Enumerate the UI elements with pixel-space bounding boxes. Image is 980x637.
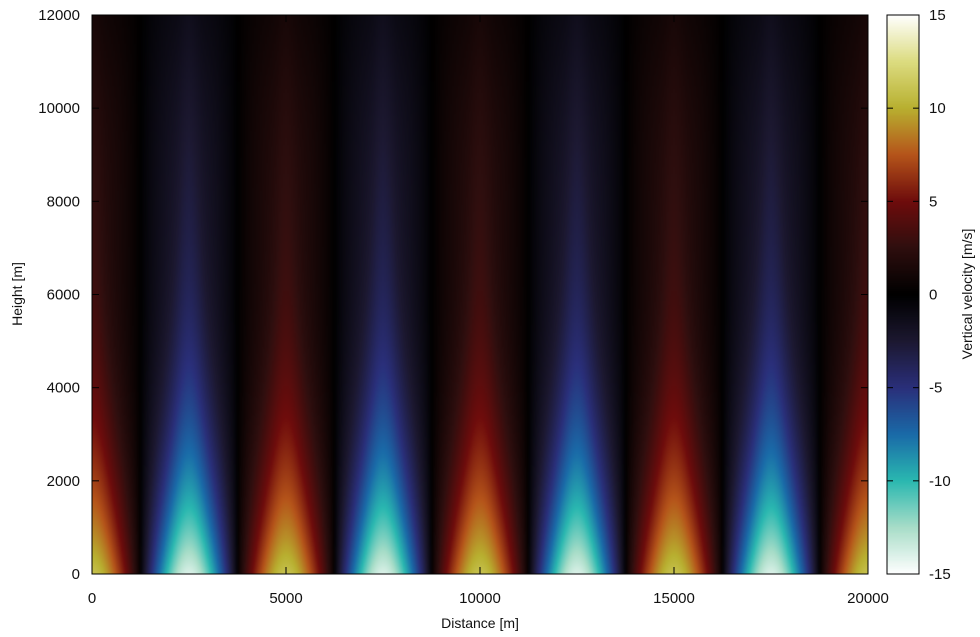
- x-tick-label: 0: [88, 590, 96, 607]
- x-tick-label: 15000: [653, 590, 695, 607]
- y-tick-label: 2000: [47, 473, 80, 490]
- colorbar-tick-label: 5: [929, 193, 937, 210]
- heatmap-image: [92, 15, 868, 574]
- colorbar-tick-label: -10: [929, 473, 951, 490]
- y-tick-label: 12000: [38, 7, 80, 24]
- y-tick-label: 4000: [47, 380, 80, 397]
- plot-area: [91, 14, 869, 575]
- x-axis-label: Distance [m]: [441, 615, 519, 631]
- x-tick-label: 5000: [269, 590, 302, 607]
- x-tick-label: 10000: [459, 590, 501, 607]
- y-axis: 0 2000 4000 6000 8000 10000 12000: [38, 7, 868, 583]
- colorbar-label: Vertical velocity [m/s]: [959, 229, 975, 360]
- colorbar-tick-label: -5: [929, 380, 942, 397]
- colorbar: -15 -10 -5 0 5 10 15 Vertical velocity [m/s]: [886, 7, 975, 583]
- colorbar-tick-label: 0: [929, 287, 937, 304]
- y-tick-label: 8000: [47, 193, 80, 210]
- y-tick-label: 6000: [47, 287, 80, 304]
- colorbar-axis: -15 -10 -5 0 5 10 15: [887, 7, 951, 583]
- y-tick-label: 0: [72, 566, 80, 583]
- x-tick-label: 20000: [847, 590, 889, 607]
- y-tick-label: 10000: [38, 100, 80, 117]
- colorbar-tick-label: 15: [929, 7, 946, 24]
- y-axis-label: Height [m]: [9, 262, 25, 326]
- x-axis: 0 5000 10000 15000 20000: [88, 15, 889, 607]
- colorbar-tick-label: 10: [929, 100, 946, 117]
- colorbar-tick-label: -15: [929, 566, 951, 583]
